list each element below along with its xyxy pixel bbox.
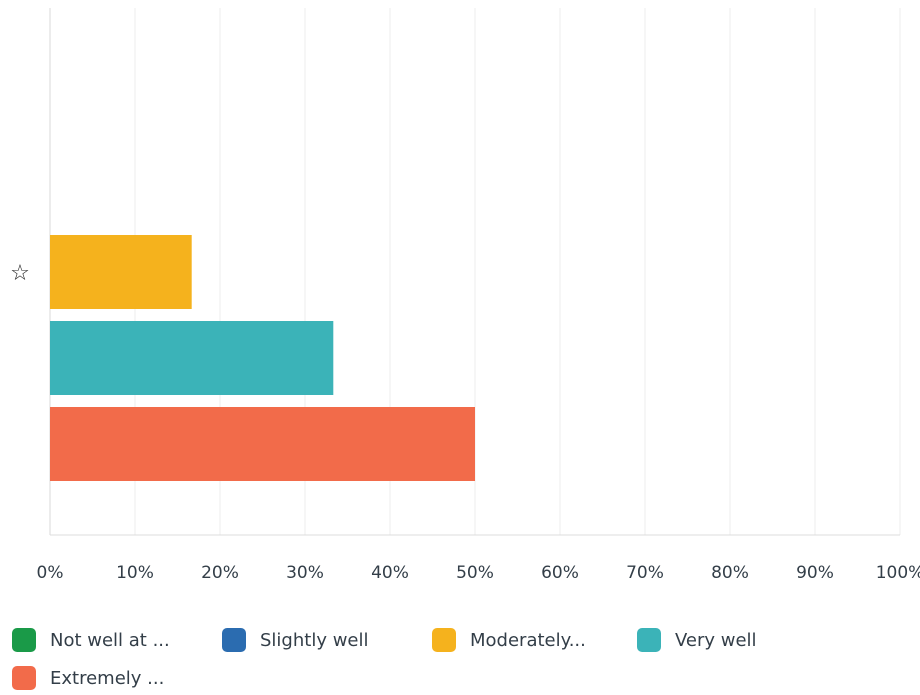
legend-item[interactable]: Extremely ...: [12, 664, 164, 692]
category-labels: ☆: [10, 261, 30, 286]
bars: [50, 235, 475, 481]
legend-item[interactable]: Very well: [637, 626, 757, 654]
legend-label: Slightly well: [260, 629, 369, 651]
legend-label: Extremely ...: [50, 667, 165, 689]
x-tick-label: 70%: [626, 563, 664, 583]
legend-label: Moderately...: [470, 629, 586, 651]
x-tick-label: 90%: [796, 563, 834, 583]
gridlines: [49, 8, 901, 536]
x-tick-label: 10%: [116, 563, 154, 583]
x-tick-label: 20%: [201, 563, 239, 583]
x-tick-label: 50%: [456, 563, 494, 583]
legend-swatch: [12, 666, 36, 690]
bar-chart: 0% 10% 20% 30% 40% 50% 60% 70% 80% 90% 100% ☆: [10, 8, 920, 583]
legend-swatch: [222, 628, 246, 652]
legend-item[interactable]: Not well at ...: [12, 626, 170, 654]
x-tick-label: 40%: [371, 563, 409, 583]
legend-swatch: [432, 628, 456, 652]
bar-moderately[interactable]: [50, 235, 192, 309]
x-tick-label: 30%: [286, 563, 324, 583]
legend-label: Not well at ...: [50, 629, 170, 651]
legend-swatch: [637, 628, 661, 652]
x-axis-ticks: 0% 10% 20% 30% 40% 50% 60% 70% 80% 90% 100%: [37, 563, 920, 583]
bar-very-well[interactable]: [50, 321, 334, 395]
bar-extremely[interactable]: [50, 407, 475, 481]
legend-swatch: [12, 628, 36, 652]
chart-legend: Not well at ... Slightly well Moderately..…: [12, 626, 912, 694]
x-tick-label: 60%: [541, 563, 579, 583]
x-tick-label: 80%: [711, 563, 749, 583]
legend-item[interactable]: Moderately...: [432, 626, 586, 654]
legend-label: Very well: [675, 629, 757, 651]
star-icon: ☆: [10, 261, 30, 286]
legend-item[interactable]: Slightly well: [222, 626, 369, 654]
x-tick-label: 100%: [876, 563, 920, 583]
x-tick-label: 0%: [37, 563, 64, 583]
